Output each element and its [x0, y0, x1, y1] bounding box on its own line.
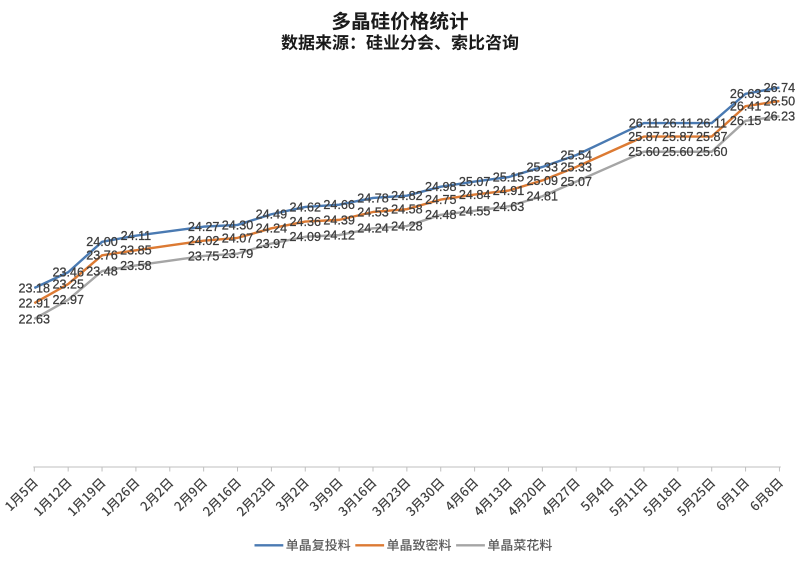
svg-text:26.63: 26.63	[730, 87, 762, 101]
svg-text:24.07: 24.07	[222, 231, 254, 245]
svg-text:25.33: 25.33	[560, 160, 592, 174]
svg-text:25.54: 25.54	[560, 149, 592, 163]
svg-text:24.62: 24.62	[290, 200, 322, 214]
svg-text:25.60: 25.60	[696, 145, 728, 159]
svg-text:22.91: 22.91	[19, 297, 51, 311]
svg-text:26.74: 26.74	[764, 81, 796, 95]
svg-text:26.11: 26.11	[629, 116, 660, 130]
svg-text:25.15: 25.15	[493, 171, 525, 185]
svg-text:24.30: 24.30	[222, 218, 254, 232]
svg-text:26.50: 26.50	[764, 95, 796, 109]
svg-text:25.60: 25.60	[628, 145, 660, 159]
svg-text:24.66: 24.66	[323, 198, 355, 212]
svg-text:23.46: 23.46	[52, 266, 84, 280]
svg-text:25.09: 25.09	[527, 174, 559, 188]
svg-text:24.75: 24.75	[425, 193, 457, 207]
svg-text:26.15: 26.15	[730, 114, 762, 128]
svg-text:25.07: 25.07	[560, 175, 592, 189]
svg-text:24.28: 24.28	[391, 220, 423, 234]
svg-text:25.33: 25.33	[527, 160, 559, 174]
svg-text:24.55: 24.55	[459, 204, 491, 218]
svg-text:24.84: 24.84	[459, 188, 491, 202]
svg-text:24.02: 24.02	[188, 234, 220, 248]
svg-text:24.49: 24.49	[256, 208, 288, 222]
svg-text:23.48: 23.48	[86, 265, 118, 279]
svg-text:24.82: 24.82	[391, 189, 423, 203]
svg-text:23.76: 23.76	[86, 249, 118, 263]
svg-text:22.97: 22.97	[52, 293, 84, 307]
svg-text:24.36: 24.36	[290, 215, 322, 229]
svg-text:24.09: 24.09	[290, 230, 322, 244]
svg-text:26.11: 26.11	[696, 116, 727, 130]
svg-text:23.58: 23.58	[120, 259, 152, 273]
svg-text:26.23: 26.23	[764, 110, 796, 124]
svg-text:24.53: 24.53	[357, 205, 389, 219]
svg-text:24.48: 24.48	[425, 208, 457, 222]
svg-text:24.24: 24.24	[256, 222, 288, 236]
svg-text:24.58: 24.58	[391, 203, 423, 217]
svg-text:24.78: 24.78	[357, 191, 389, 205]
svg-text:23.97: 23.97	[256, 237, 288, 251]
svg-text:23.25: 23.25	[52, 278, 84, 292]
svg-text:25.07: 25.07	[459, 175, 491, 189]
svg-text:22.63: 22.63	[19, 312, 51, 326]
svg-text:25.60: 25.60	[662, 145, 694, 159]
svg-text:24.81: 24.81	[527, 190, 559, 204]
svg-text:24.11: 24.11	[121, 229, 152, 243]
svg-text:26.11: 26.11	[663, 116, 694, 130]
svg-text:23.75: 23.75	[188, 249, 220, 263]
svg-text:23.79: 23.79	[222, 247, 254, 261]
svg-text:25.87: 25.87	[628, 130, 660, 144]
svg-text:24.00: 24.00	[86, 235, 118, 249]
svg-text:23.18: 23.18	[19, 281, 51, 295]
svg-text:25.87: 25.87	[662, 130, 694, 144]
svg-text:23.85: 23.85	[120, 244, 152, 258]
svg-text:25.87: 25.87	[696, 130, 728, 144]
svg-text:24.98: 24.98	[425, 180, 457, 194]
svg-text:24.39: 24.39	[323, 213, 355, 227]
svg-text:24.63: 24.63	[493, 200, 525, 214]
svg-text:24.27: 24.27	[188, 220, 220, 234]
svg-text:24.12: 24.12	[323, 229, 355, 243]
svg-text:24.24: 24.24	[357, 222, 389, 236]
svg-text:24.91: 24.91	[493, 184, 525, 198]
svg-text:26.41: 26.41	[730, 100, 762, 114]
